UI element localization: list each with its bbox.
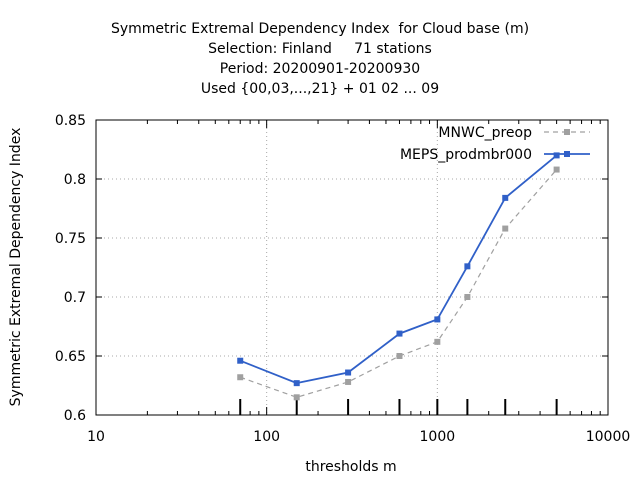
data-point: [434, 338, 441, 345]
data-point: [464, 294, 471, 300]
x-tick-label: 10: [87, 429, 105, 445]
x-axis-label: thresholds m: [305, 459, 396, 475]
y-tick-label: 0.8: [64, 172, 86, 188]
data-point: [293, 380, 300, 387]
series-line: [239, 169, 558, 398]
legend-marker: [564, 151, 570, 157]
x-tick-label: 1000: [420, 429, 456, 445]
legend-marker: [564, 129, 570, 135]
data-point: [237, 357, 244, 364]
data-point: [237, 374, 244, 381]
data-point: [502, 194, 509, 201]
data-point: [293, 394, 300, 401]
y-axis-label: Symmetric Extremal Dependency Index: [8, 128, 24, 407]
data-point: [345, 378, 352, 385]
x-tick-label: 10000: [586, 429, 631, 445]
chart-title-line-1: Symmetric Extremal Dependency Index for …: [110, 21, 530, 37]
chart-title-line-4: Used {00,03,...,21} + 01 02 ... 09: [200, 81, 440, 97]
data-point: [396, 330, 403, 337]
series-MNWC_preop: [237, 166, 560, 401]
data-point: [396, 353, 403, 359]
grid: [96, 120, 608, 415]
chart-title-line-3: Period: 20200901-20200930: [219, 61, 421, 77]
y-tick-label: 0.6: [64, 408, 86, 424]
series-group: [237, 152, 560, 401]
plot-frame: [95, 119, 609, 416]
x-tick-labels: 10 100 1000 10000: [87, 429, 630, 445]
data-point: [502, 225, 509, 232]
y-tick-labels: 0.6 0.65 0.7 0.75 0.8 0.85: [55, 113, 86, 424]
data-point: [464, 263, 471, 270]
legend-label: MEPS_prodmbr000: [400, 147, 532, 163]
series-MEPS_prodmbr000: [237, 152, 560, 387]
y-tick-label: 0.7: [64, 290, 86, 306]
minor-ticks: [95, 119, 609, 416]
threshold-markers: [239, 399, 558, 415]
data-point: [553, 152, 560, 159]
y-tick-label: 0.65: [55, 349, 86, 365]
legend: MNWC_preop MEPS_prodmbr000: [400, 125, 590, 163]
y-tick-label: 0.85: [55, 113, 86, 129]
chart-title-line-2: Selection: Finland 71 stations: [208, 41, 432, 57]
series-line: [239, 154, 558, 385]
data-point: [345, 369, 352, 376]
legend-label: MNWC_preop: [438, 125, 532, 141]
data-point: [553, 166, 560, 173]
x-tick-label: 100: [253, 429, 280, 445]
data-point: [434, 316, 441, 323]
y-tick-label: 0.75: [55, 231, 86, 247]
